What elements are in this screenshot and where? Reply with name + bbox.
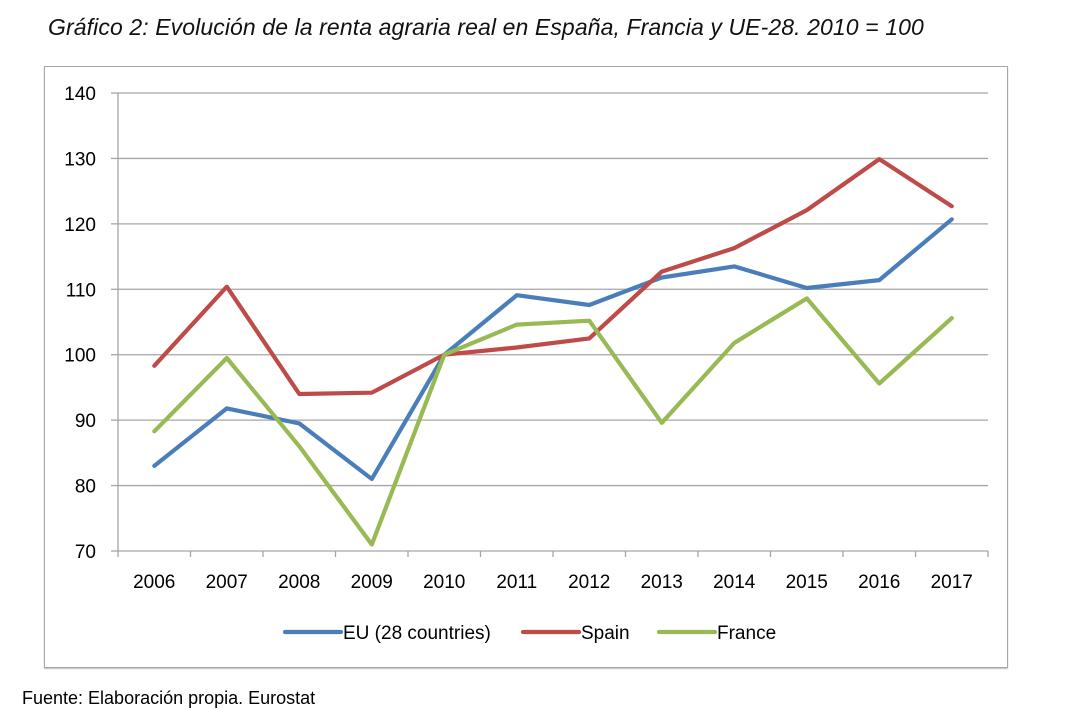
legend: EU (28 countries) Spain France <box>285 623 776 644</box>
x-tick-label: 2011 <box>496 572 537 593</box>
legend-label: EU (28 countries) <box>343 623 491 644</box>
legend-item: EU (28 countries) <box>285 623 491 644</box>
x-tick-label: 2009 <box>351 572 393 593</box>
x-tick-label: 2007 <box>206 572 248 593</box>
y-tick-label: 80 <box>75 477 96 498</box>
y-tick-label: 100 <box>64 346 96 367</box>
series-line-france <box>154 298 952 544</box>
y-tick-label: 90 <box>75 411 96 432</box>
y-tick-label: 130 <box>64 149 96 170</box>
x-tick-label: 2010 <box>423 572 465 593</box>
legend-item: France <box>659 623 776 644</box>
series-line-eu-28-countries <box>154 219 952 479</box>
legend-item: Spain <box>523 623 630 644</box>
series-line-spain <box>154 159 952 394</box>
y-tick-label: 70 <box>75 542 96 563</box>
x-tick-label: 2017 <box>931 572 973 593</box>
y-axis-ticks: 70 80 90 100 110 120 130 140 <box>64 84 118 563</box>
x-tick-label: 2008 <box>278 572 320 593</box>
x-tick-label: 2013 <box>641 572 683 593</box>
x-axis-ticks: 2006 2007 2008 2009 2010 2011 2012 2013 2014 2015… <box>118 551 988 593</box>
y-tick-label: 110 <box>66 280 96 301</box>
x-tick-label: 2012 <box>568 572 610 593</box>
y-tick-label: 120 <box>64 215 96 236</box>
series-lines <box>154 159 952 545</box>
x-tick-label: 2015 <box>786 572 828 593</box>
x-tick-label: 2006 <box>133 572 175 593</box>
legend-label: Spain <box>581 623 630 644</box>
x-tick-label: 2016 <box>858 572 900 593</box>
y-tick-label: 140 <box>64 84 96 105</box>
legend-label: France <box>717 623 776 644</box>
gridlines <box>118 93 988 486</box>
source-note: Fuente: Elaboración propia. Eurostat <box>22 688 315 709</box>
x-tick-label: 2014 <box>713 572 756 593</box>
